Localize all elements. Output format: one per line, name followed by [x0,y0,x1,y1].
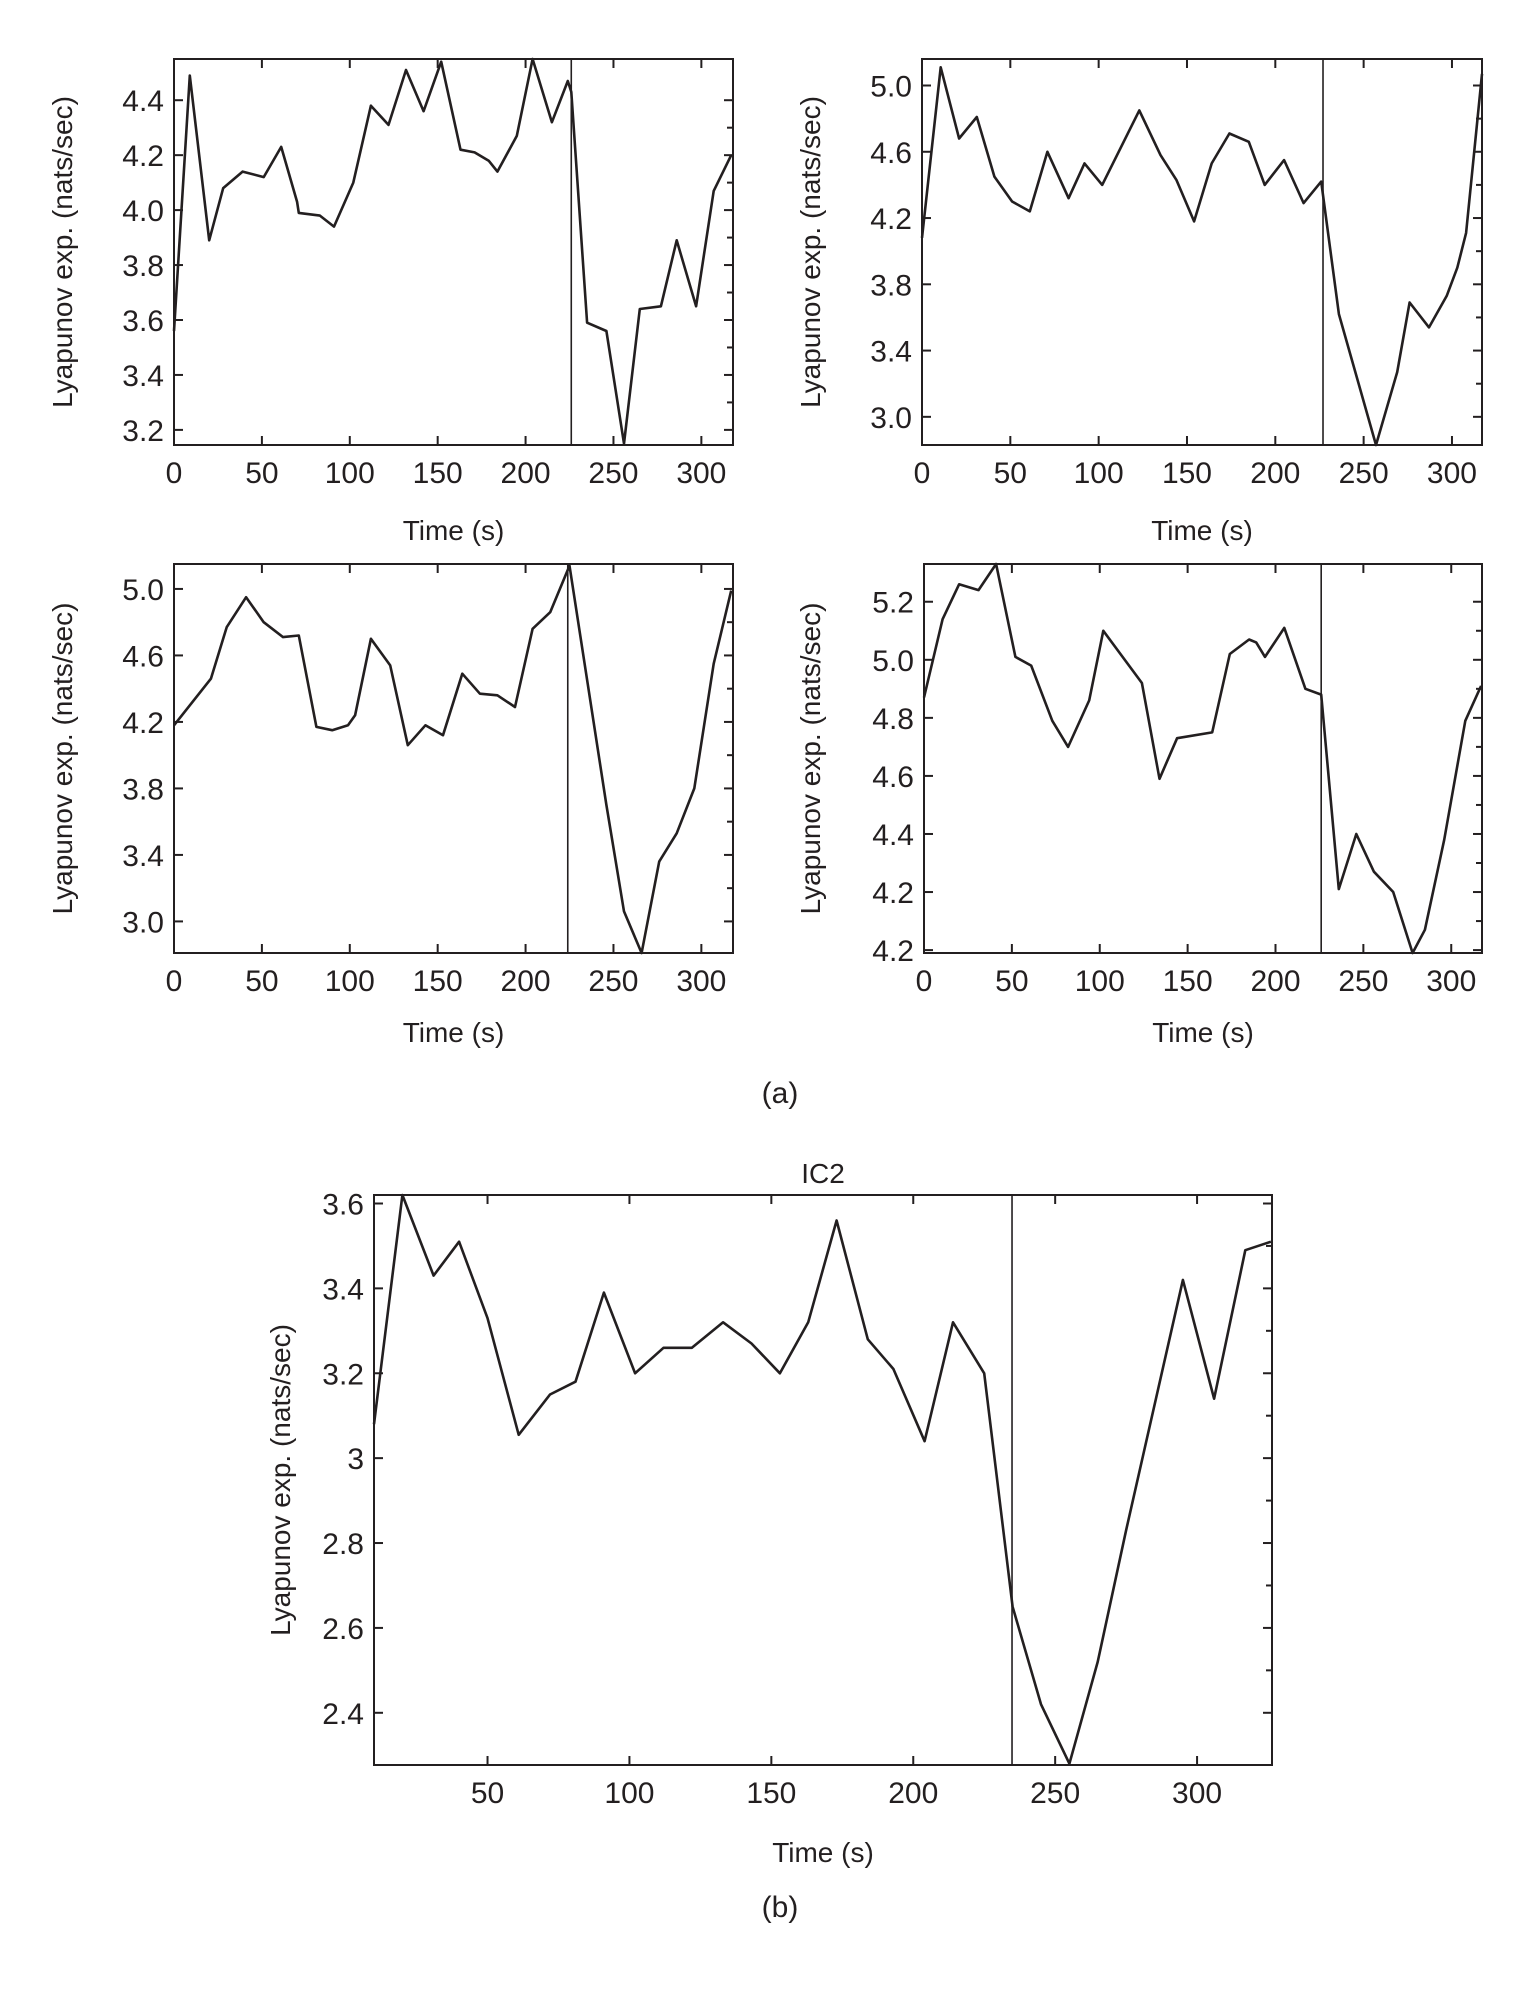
y-tick-label: 4.6 [872,761,914,794]
y-tick-label: 3.4 [122,840,164,873]
x-tick-label: 0 [914,457,931,490]
y-tick-label: 2.8 [322,1528,364,1561]
x-tick-label: 100 [325,965,375,998]
plot-frame [923,563,1483,954]
x-tick-label: 250 [1339,457,1389,490]
x-tick-label: 300 [1426,965,1476,998]
y-tick-label: 4.2 [872,877,914,910]
x-tick-label: 0 [166,457,183,490]
y-axis-label: Lyapunov exp. (nats/sec) [265,1324,296,1636]
x-tick-label: 100 [1075,965,1125,998]
x-tick-label: 200 [501,965,551,998]
y-tick-label: 4.4 [872,819,914,852]
x-tick-label: 150 [413,965,463,998]
x-axis-label: Time (s) [1152,1017,1254,1048]
data-series-line [172,57,733,445]
x-tick-label: 150 [1163,965,1213,998]
y-tick-label: 4.0 [122,195,164,228]
y-tick-label: 5.0 [122,574,164,607]
x-tick-label: 50 [245,457,278,490]
x-tick-label: 300 [676,965,726,998]
x-tick-label: 250 [588,457,638,490]
y-tick-label: 4.8 [872,703,914,736]
y-tick-label: 3.0 [870,402,912,435]
chart-panel-a-bottom-right: 0 50 100 150 200 250 300 4.2 4.2 4.4 4.6 4.8 5.0 5.2 T… [795,562,1483,1048]
x-tick-label: 250 [1030,1777,1080,1810]
data-series-line [922,562,1483,955]
data-series-line [920,66,1484,447]
data-series-line [372,1193,1272,1765]
y-tick-label: 5.2 [872,587,914,620]
y-axis-label: Lyapunov exp. (nats/sec) [795,96,826,408]
y-tick-label: 3.4 [322,1273,364,1306]
x-tick-label: 150 [413,457,463,490]
x-tick-label: 200 [1250,457,1300,490]
chart-panel-a-top-right: 0 50 100 150 200 250 300 3.0 3.4 3.8 4.2 4.6 5.0 Time… [795,58,1484,546]
x-tick-label: 0 [916,965,933,998]
plot-frame [373,1194,1273,1766]
y-tick-label: 3.2 [122,415,164,448]
x-tick-label: 50 [994,457,1027,490]
plot-frame [173,563,734,954]
x-tick-label: 200 [1250,965,1300,998]
x-tick-label: 200 [501,457,551,490]
data-series-line [172,564,733,955]
y-tick-label: 3.0 [122,906,164,939]
x-tick-label: 200 [888,1777,938,1810]
y-tick-label: 4.2 [122,140,164,173]
panel-a-label: (a) [762,1077,799,1110]
x-tick-label: 300 [1172,1777,1222,1810]
y-tick-label: 3.6 [322,1188,364,1221]
y-tick-label: 4.2 [870,203,912,236]
x-tick-label: 50 [245,965,278,998]
x-tick-label: 300 [1427,457,1477,490]
x-axis-label: Time (s) [1151,515,1253,546]
plot-frame [921,58,1483,446]
x-tick-label: 150 [1162,457,1212,490]
y-axis-label: Lyapunov exp. (nats/sec) [47,96,78,408]
y-tick-label: 2.6 [322,1613,364,1646]
y-tick-label: 3.4 [122,360,164,393]
y-tick-label: 3 [347,1443,364,1476]
x-tick-label: 300 [676,457,726,490]
y-tick-label: 3.2 [322,1358,364,1391]
x-tick-label: 100 [1074,457,1124,490]
y-tick-label: 3.8 [122,250,164,283]
y-tick-label: 3.6 [122,305,164,338]
y-tick-label: 4.2 [872,935,914,968]
y-tick-label: 4.2 [122,707,164,740]
y-axis-label: Lyapunov exp. (nats/sec) [47,603,78,915]
chart-panel-b: 50 100 150 200 250 300 2.4 2.6 2.8 3 3.2 3.4 3.6 Time… [265,1158,1273,1868]
y-tick-label: 2.4 [322,1698,364,1731]
plot-frame [173,58,734,446]
x-tick-label: 0 [166,965,183,998]
y-tick-label: 5.0 [870,71,912,104]
x-tick-label: 50 [995,965,1028,998]
y-tick-label: 5.0 [872,645,914,678]
y-tick-label: 3.4 [870,336,912,369]
x-tick-label: 50 [471,1777,504,1810]
y-tick-label: 4.4 [122,85,164,118]
y-axis-label: Lyapunov exp. (nats/sec) [795,603,826,915]
y-tick-label: 3.8 [122,773,164,806]
y-tick-label: 4.6 [870,137,912,170]
x-tick-label: 250 [1338,965,1388,998]
y-tick-label: 3.8 [870,269,912,302]
chart-panel-a-bottom-left: 0 50 100 150 200 250 300 3.0 3.4 3.8 4.2 4.6 5.0 Time… [47,563,734,1048]
x-axis-label: Time (s) [403,515,505,546]
x-tick-label: 150 [746,1777,796,1810]
x-axis-label: Time (s) [403,1017,505,1048]
chart-title: IC2 [801,1158,845,1189]
x-tick-label: 250 [588,965,638,998]
x-tick-label: 100 [604,1777,654,1810]
y-tick-label: 4.6 [122,640,164,673]
chart-panel-a-top-left: 0 50 100 150 200 250 300 3.2 3.4 3.6 3.8 4.0 4.2 4.4 T… [47,57,734,546]
x-axis-label: Time (s) [772,1837,874,1868]
panel-b-label: (b) [762,1891,799,1924]
x-tick-label: 100 [325,457,375,490]
